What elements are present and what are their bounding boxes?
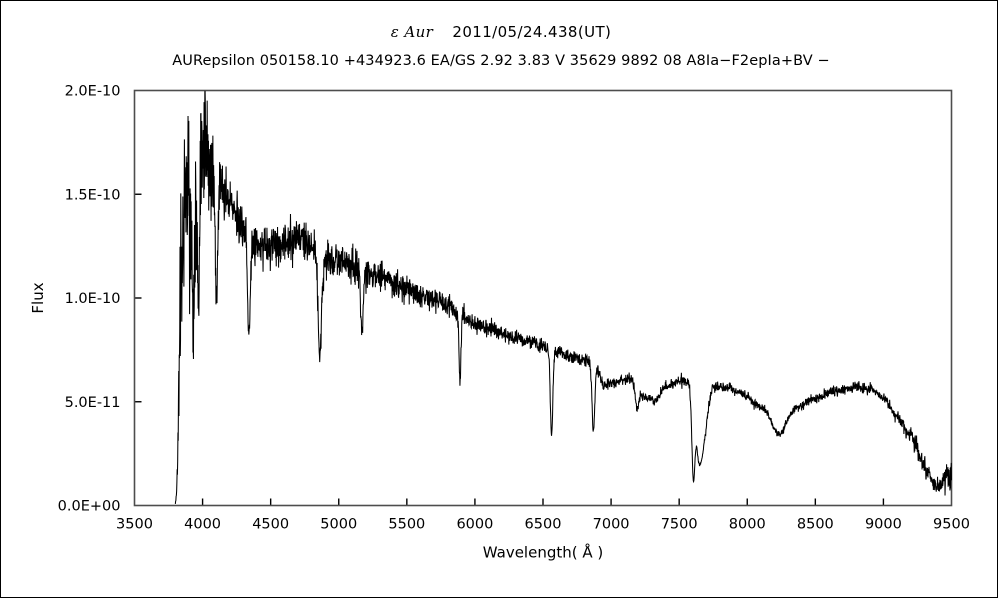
chart-title-line1: ε Aur 2011/05/24.438(UT) xyxy=(1,23,1000,41)
spectrum-line xyxy=(174,90,953,505)
x-tick-label: 7000 xyxy=(593,517,630,533)
x-tick-label: 7500 xyxy=(661,517,698,533)
y-axis-title: Flux xyxy=(29,282,47,313)
y-tick-label: 0.0E+00 xyxy=(58,499,121,515)
x-tick-label: 6500 xyxy=(525,517,562,533)
x-tick-label: 4000 xyxy=(184,517,221,533)
x-tick-label: 5500 xyxy=(388,517,425,533)
chart-title-line2: AURepsilon 050158.10 +434923.6 EA/GS 2.9… xyxy=(172,53,830,69)
y-tick-labels: 0.0E+00 5.0E-11 1.0E-10 1.5E-10 2.0E-10 xyxy=(58,84,121,515)
y-tick-label: 1.0E-10 xyxy=(65,291,121,307)
y-tick-label: 5.0E-11 xyxy=(65,395,121,411)
x-tick-label: 5000 xyxy=(320,517,357,533)
x-tick-label: 8500 xyxy=(797,517,834,533)
x-tick-label: 8000 xyxy=(729,517,766,533)
x-tick-label: 9000 xyxy=(865,517,902,533)
x-tick-labels: 3500 4000 4500 5000 5500 6000 6500 7000 7500 8000… xyxy=(116,517,970,533)
x-tick-label: 9500 xyxy=(933,517,970,533)
x-axis-title: Wavelength( Å ) xyxy=(483,543,603,562)
y-tick-label: 1.5E-10 xyxy=(65,187,121,203)
object-symbol: ε Aur xyxy=(390,23,434,41)
plot-frame xyxy=(133,89,953,507)
x-tick-label: 3500 xyxy=(116,517,153,533)
axis-ticks xyxy=(134,193,885,506)
observation-datetime: 2011/05/24.438(UT) xyxy=(452,23,612,41)
y-tick-label: 2.0E-10 xyxy=(65,84,121,100)
x-tick-label: 6000 xyxy=(456,517,493,533)
x-tick-label: 4500 xyxy=(252,517,289,533)
